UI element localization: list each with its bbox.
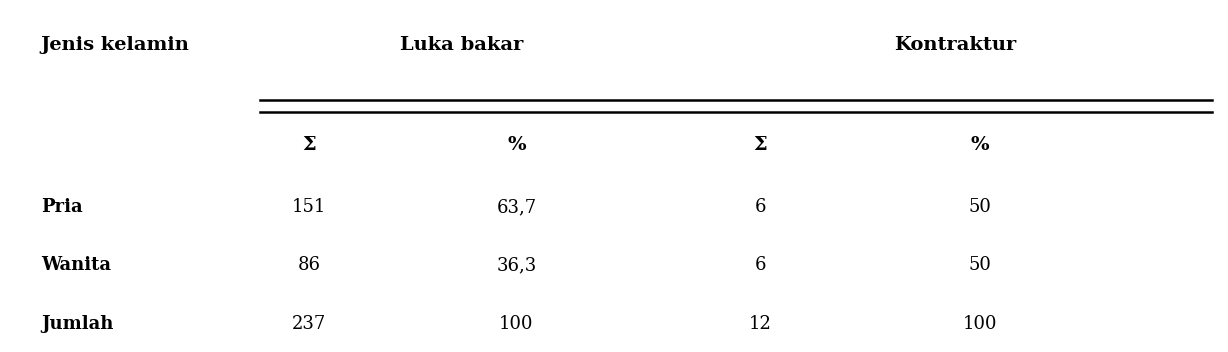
Text: 63,7: 63,7 xyxy=(496,198,537,216)
Text: Kontraktur: Kontraktur xyxy=(894,36,1017,55)
Text: 100: 100 xyxy=(499,315,534,333)
Text: 12: 12 xyxy=(749,315,771,333)
Text: Jumlah: Jumlah xyxy=(41,315,113,333)
Text: 50: 50 xyxy=(969,256,991,274)
Text: Luka bakar: Luka bakar xyxy=(400,36,523,55)
Text: 6: 6 xyxy=(755,198,766,216)
Text: 50: 50 xyxy=(969,198,991,216)
Text: Σ: Σ xyxy=(302,136,316,154)
Text: 6: 6 xyxy=(755,256,766,274)
Text: 86: 86 xyxy=(297,256,321,274)
Text: Wanita: Wanita xyxy=(41,256,111,274)
Text: 100: 100 xyxy=(963,315,997,333)
Text: %: % xyxy=(507,136,526,154)
Text: Pria: Pria xyxy=(41,198,82,216)
Text: %: % xyxy=(970,136,990,154)
Text: 237: 237 xyxy=(292,315,327,333)
Text: Jenis kelamin: Jenis kelamin xyxy=(41,36,189,55)
Text: Σ: Σ xyxy=(754,136,768,154)
Text: 36,3: 36,3 xyxy=(496,256,537,274)
Text: 151: 151 xyxy=(292,198,327,216)
